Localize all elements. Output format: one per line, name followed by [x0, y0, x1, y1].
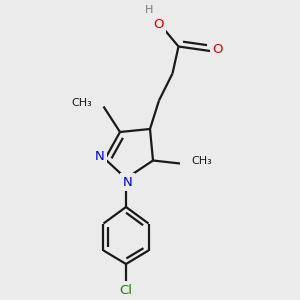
Text: H: H — [145, 4, 154, 15]
Text: CH₃: CH₃ — [191, 155, 212, 166]
Text: O: O — [153, 17, 163, 31]
Text: O: O — [212, 43, 223, 56]
Text: Cl: Cl — [119, 284, 133, 297]
Text: N: N — [123, 176, 132, 189]
Text: N: N — [95, 149, 104, 163]
Text: CH₃: CH₃ — [71, 98, 92, 109]
